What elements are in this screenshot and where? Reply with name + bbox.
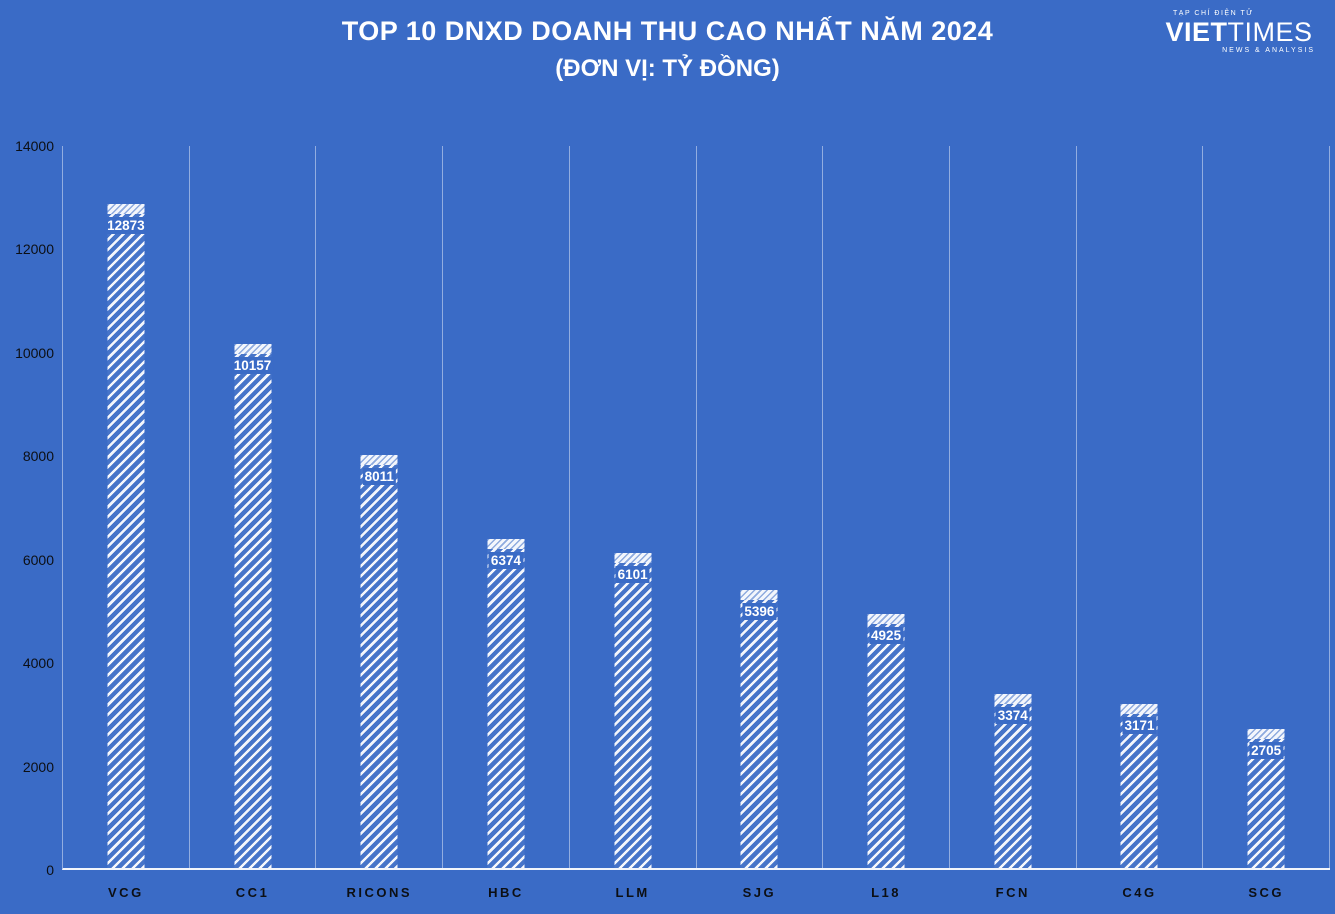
bar-value-label: 3374 [995,707,1030,724]
x-tick-label: LLM [615,885,650,900]
bar: 6101 [614,553,652,868]
chart-column: 5396 SJG [697,146,824,900]
x-tick-label: VCG [108,885,144,900]
y-tick-label: 10000 [15,344,54,361]
bar-cap [614,553,652,564]
x-tick-label: SCG [1248,885,1285,900]
y-axis: 0 2000 4000 6000 8000 10000 12000 14000 [4,138,62,878]
chart-subtitle: (ĐƠN VỊ: TỶ ĐỒNG) [555,55,780,82]
bar-value-label: 2705 [1249,741,1284,759]
bar: 6374 [487,539,525,868]
bar: 5396 [740,589,778,868]
y-tick-label: 6000 [22,551,54,568]
bar-value-label: 6374 [488,552,523,570]
x-tick-label: L18 [871,885,902,900]
bar-value-label: 12873 [105,217,147,235]
bar: 10157 [231,344,274,868]
bar-chart: 0 2000 4000 6000 8000 10000 12000 14000 12873 VC… [4,138,1331,900]
bar-cap [360,454,398,465]
chart-column: 10157 CC1 [190,146,317,900]
x-tick-label: HBC [488,885,524,900]
y-tick-label: 2000 [22,758,54,775]
bar: 4925 [867,614,905,868]
y-tick-label: 4000 [22,655,54,672]
logo-name: VIETTIMES [1159,16,1319,48]
x-tick-label: SJG [742,885,777,900]
chart-column: 8011 RICONS [316,146,444,900]
chart-column: 2705 SCG [1203,146,1331,900]
chart-column: 3171 C4G [1077,146,1204,900]
bar: 2705 [1247,728,1285,868]
bar-value-label: 10157 [231,357,274,375]
bar-cap [234,344,272,355]
chart-column: 12873 VCG [63,146,190,900]
chart-column: 4925 L18 [823,146,950,900]
x-tick-label: RICONS [346,885,413,900]
x-tick-label: C4G [1122,885,1157,900]
bar-value-label: 5396 [742,602,777,620]
logo-name-part2: TIMES [1227,16,1313,47]
chart-column: 6374 HBC [443,146,570,900]
bar: 8011 [360,454,398,868]
bar-cap [740,589,778,600]
chart-title: TOP 10 DNXD DOANH THU CAO NHẤT NĂM 2024 [341,16,994,46]
bar: 3374 [994,694,1032,868]
bar-cap [107,204,145,215]
y-tick-label: 0 [46,862,54,878]
bar-value-label: 4925 [869,627,904,645]
bar-cap [1247,728,1285,739]
bar-cap [994,694,1032,704]
chart-header: TOP 10 DNXD DOANH THU CAO NHẤT NĂM 2024 … [0,16,1335,83]
bar: 3171 [1120,704,1158,868]
y-tick-label: 8000 [22,448,54,465]
bar-cap [487,539,525,550]
bar: 12873 [105,204,147,868]
logo-tagline-bottom: NEWS & ANALYSIS [1222,47,1315,55]
logo-name-part1: VIET [1165,16,1228,47]
y-tick-label: 12000 [15,241,54,258]
bar-cap [867,614,905,625]
bar-value-label: 3171 [1122,717,1157,735]
logo-tagline-top: TẠP CHÍ ĐIỆN TỬ [1173,10,1254,17]
plot-area: 12873 VCG 10157 CC1 8011 RICONS 6374 HBC 6101 LLM… [62,146,1331,900]
chart-column: 6101 LLM [570,146,697,900]
bar-value-label: 6101 [615,566,650,584]
chart-column: 3374 FCN [950,146,1077,900]
y-tick-label: 14000 [15,138,54,154]
x-tick-label: CC1 [235,885,270,900]
bar-cap [1120,704,1158,715]
x-tick-label: FCN [995,885,1030,900]
bar-value-label: 8011 [362,467,396,485]
viettimes-logo: TẠP CHÍ ĐIỆN TỬ VIETTIMES NEWS & ANALYSI… [1159,10,1319,55]
